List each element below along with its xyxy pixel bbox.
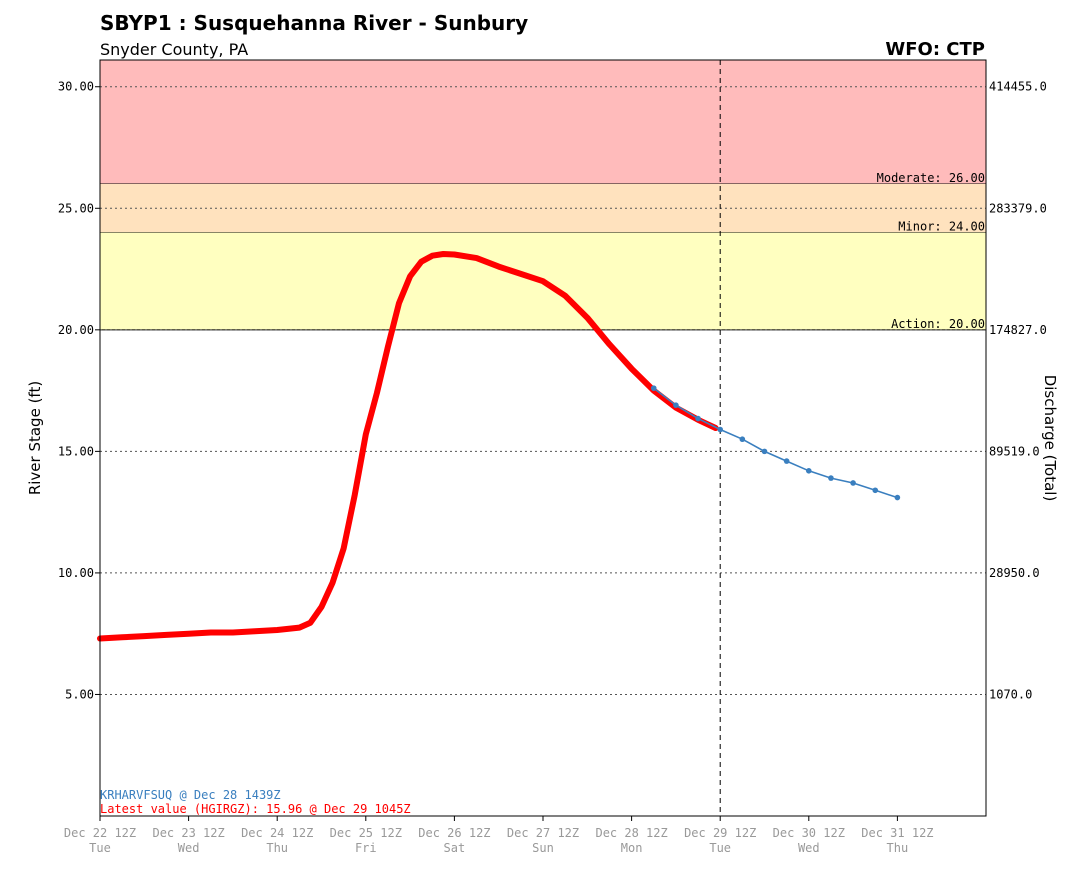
- x-tick-day-9: Thu: [887, 841, 909, 855]
- x-tick-day-3: Fri: [355, 841, 377, 855]
- y2-tick-label-3: 174827.0: [989, 323, 1047, 337]
- forecast-point-8: [828, 475, 834, 481]
- y-tick-label-2: 15.00: [58, 444, 94, 458]
- x-tick-day-7: Tue: [709, 841, 731, 855]
- observed-series-line: [97, 251, 719, 642]
- page-subtitle: Snyder County, PA: [100, 40, 248, 59]
- x-tick-label-1: Dec 23 12Z: [152, 826, 224, 840]
- page-title: SBYP1 : Susquehanna River - Sunbury: [100, 11, 528, 35]
- x-tick-day-8: Wed: [798, 841, 820, 855]
- forecast-point-2: [695, 415, 701, 422]
- y2-tick-label-1: 28950.0: [989, 566, 1040, 580]
- series-layer: [97, 251, 901, 642]
- threshold-label-2: Action: 20.00: [891, 317, 985, 331]
- y-axis-left: 5.00 10.00 15.00 20.00 25.00 30.00: [58, 80, 100, 701]
- y-tick-label-4: 25.00: [58, 201, 94, 215]
- y2-tick-label-5: 414455.0: [989, 80, 1047, 94]
- y-tick-label-1: 10.00: [58, 566, 94, 580]
- y2-tick-label-0: 1070.0: [989, 687, 1032, 701]
- x-tick-label-5: Dec 27 12Z: [507, 826, 579, 840]
- x-tick-label-2: Dec 24 12Z: [241, 826, 313, 840]
- forecast-point-11: [894, 494, 901, 501]
- forecast-point-0: [650, 385, 657, 391]
- threshold-label-0: Moderate: 26.00: [877, 171, 985, 185]
- y2-axis-label: Discharge (Total): [1041, 375, 1059, 502]
- x-tick-label-4: Dec 26 12Z: [418, 826, 490, 840]
- forecast-point-1: [673, 402, 679, 408]
- y-axis-right: 1070.0 28950.0 89519.0 174827.0 283379.0 4144…: [989, 80, 1047, 702]
- chart-header: SBYP1 : Susquehanna River - Sunbury Snyd…: [100, 11, 985, 60]
- forecast-point-10: [872, 487, 879, 494]
- x-tick-label-9: Dec 31 12Z: [861, 826, 933, 840]
- forecast-point-5: [761, 448, 768, 455]
- x-tick-day-2: Thu: [266, 841, 288, 855]
- forecast-point-3: [717, 426, 723, 433]
- forecast-point-7: [806, 468, 812, 474]
- x-tick-label-0: Dec 22 12Z: [64, 826, 136, 840]
- latest-value-note: Latest value (HGIRGZ): 15.96 @ Dec 29 10…: [100, 802, 411, 816]
- x-tick-day-6: Mon: [621, 841, 643, 855]
- x-tick-day-5: Sun: [532, 841, 554, 855]
- x-tick-label-3: Dec 25 12Z: [330, 826, 402, 840]
- forecast-point-6: [783, 458, 790, 464]
- x-tick-label-6: Dec 28 12Z: [595, 826, 667, 840]
- forecast-series-line: [653, 387, 898, 499]
- threshold-labels: Moderate: 26.00 Minor: 24.00 Action: 20.00: [877, 171, 985, 331]
- y-tick-label-5: 30.00: [58, 80, 94, 94]
- forecast-point-4: [739, 436, 746, 443]
- flood-band-0: [100, 60, 986, 184]
- x-tick-day-1: Wed: [178, 841, 200, 855]
- threshold-label-1: Minor: 24.00: [898, 220, 985, 234]
- y2-tick-label-2: 89519.0: [989, 444, 1040, 458]
- forecast-point-9: [850, 480, 856, 486]
- x-tick-label-7: Dec 29 12Z: [684, 826, 756, 840]
- flood-category-bands: [100, 60, 986, 331]
- x-tick-day-0: Tue: [89, 841, 111, 855]
- x-tick-label-8: Dec 30 12Z: [773, 826, 845, 840]
- y-tick-label-0: 5.00: [65, 687, 94, 701]
- y-axis-label: River Stage (ft): [26, 381, 44, 495]
- x-tick-day-4: Sat: [444, 841, 466, 855]
- y2-tick-label-4: 283379.0: [989, 201, 1047, 215]
- forecast-source-note: KRHARVFSUQ @ Dec 28 1439Z: [100, 788, 281, 802]
- office-label: WFO: CTP: [885, 39, 985, 60]
- flood-band-1: [100, 183, 986, 233]
- y-tick-label-3: 20.00: [58, 323, 94, 337]
